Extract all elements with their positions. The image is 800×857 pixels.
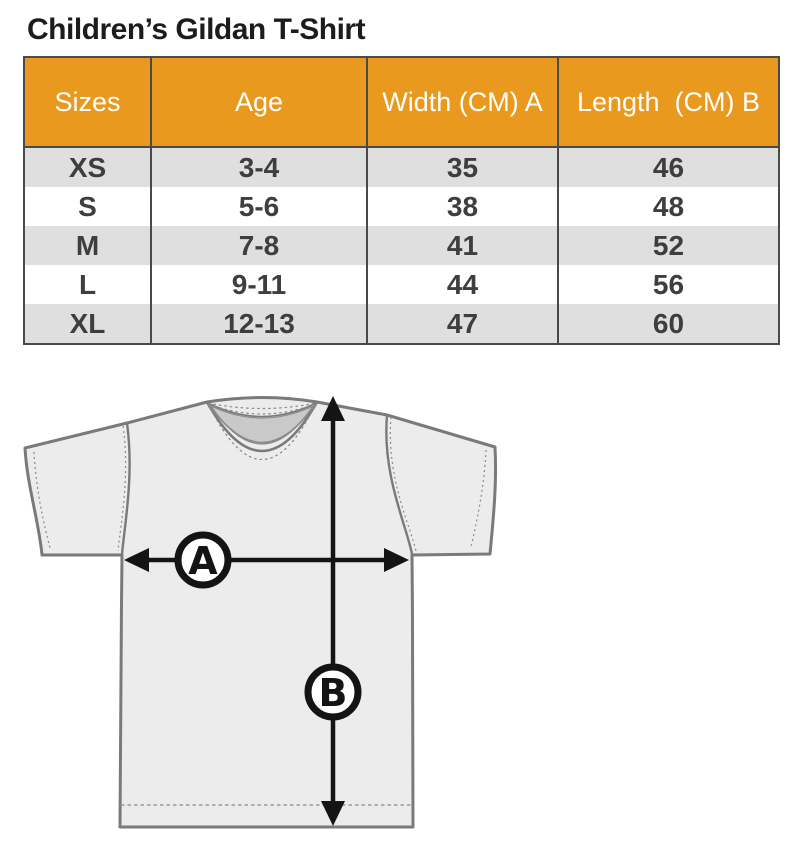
size-cell: S xyxy=(23,187,151,226)
header-sizes: Sizes xyxy=(23,57,151,148)
label-a: A xyxy=(188,539,218,583)
size-cell: L xyxy=(23,265,151,304)
collar-front-stitch xyxy=(208,404,316,460)
age-cell: 3-4 xyxy=(150,147,367,187)
header-row: Sizes Age Width (CM) A Length (CM) B xyxy=(23,57,779,148)
age-cell: 5-6 xyxy=(150,187,367,226)
right-sleeve-stitch xyxy=(470,449,487,548)
table-header: Sizes Age Width (CM) A Length (CM) B xyxy=(23,57,779,148)
left-armhole-seam xyxy=(120,422,131,555)
table-row: M 7-8 41 52 xyxy=(23,226,779,265)
label-b: B xyxy=(319,671,348,715)
collar-front-band xyxy=(207,402,317,444)
label-a-badge: A xyxy=(174,531,232,589)
width-cell: 38 xyxy=(366,187,558,226)
size-cell: XL xyxy=(23,304,151,344)
age-cell: 9-11 xyxy=(150,265,367,304)
table-row: XS 3-4 35 46 xyxy=(23,147,779,187)
collar-back-stitch-1 xyxy=(207,402,317,410)
collar-front-edge xyxy=(205,401,319,453)
width-cell: 44 xyxy=(366,265,558,304)
age-cell: 7-8 xyxy=(150,226,367,265)
table-body: XS 3-4 35 46 S 5-6 38 48 M 7-8 41 52 L 9… xyxy=(23,147,779,344)
tshirt-silhouette xyxy=(23,396,498,829)
header-age: Age xyxy=(150,57,367,148)
width-cell: 47 xyxy=(366,304,558,344)
length-cell: 56 xyxy=(557,265,779,304)
length-cell: 52 xyxy=(557,226,779,265)
tshirt-measurement-diagram: A B xyxy=(0,390,520,857)
table-row: L 9-11 44 56 xyxy=(23,265,779,304)
age-cell: 12-13 xyxy=(150,304,367,344)
tshirt-diagram-svg: A B xyxy=(23,396,498,829)
header-length: Length (CM) B xyxy=(557,57,779,148)
left-armhole-stitch xyxy=(117,425,127,552)
table-row: XL 12-13 47 60 xyxy=(23,304,779,344)
collar-back-stitch-2 xyxy=(208,403,316,415)
label-b-badge: B xyxy=(304,663,362,721)
size-cell: XS xyxy=(23,147,151,187)
page-title: Children’s Gildan T-Shirt xyxy=(27,13,366,46)
table-row: S 5-6 38 48 xyxy=(23,187,779,226)
length-cell: 60 xyxy=(557,304,779,344)
left-sleeve-stitch xyxy=(33,451,51,549)
right-armhole-seam xyxy=(385,414,414,555)
right-armhole-stitch xyxy=(389,416,417,552)
length-cell: 48 xyxy=(557,187,779,226)
size-cell: M xyxy=(23,226,151,265)
header-width: Width (CM) A xyxy=(366,57,558,148)
length-arrow xyxy=(321,396,345,826)
width-cell: 41 xyxy=(366,226,558,265)
length-cell: 46 xyxy=(557,147,779,187)
width-cell: 35 xyxy=(366,147,558,187)
size-chart-table: Sizes Age Width (CM) A Length (CM) B XS … xyxy=(23,56,780,345)
